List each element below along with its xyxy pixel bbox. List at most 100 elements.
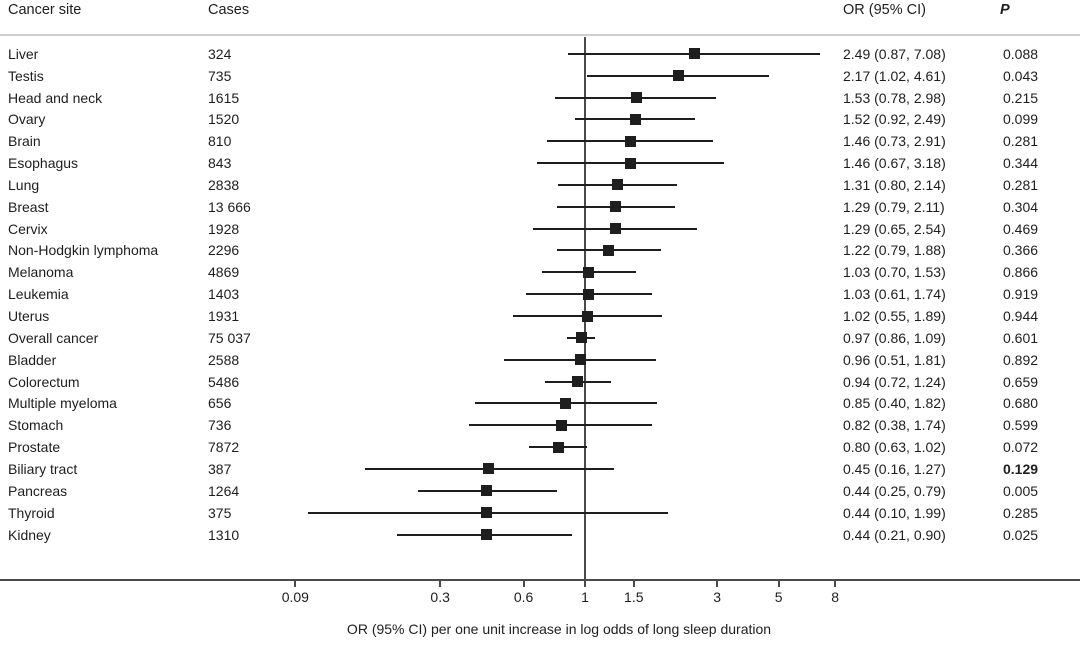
or-point-square <box>480 485 492 497</box>
row-site-label: Esophagus <box>8 155 79 172</box>
row-site-label: Head and neck <box>8 89 103 106</box>
row-or-ci-value: 1.03 (0.70, 1.53) <box>843 264 946 281</box>
row-site-label: Multiple myeloma <box>8 395 117 412</box>
row-p-value: 0.944 <box>1003 308 1039 324</box>
row-or-ci-value: 0.94 (0.72, 1.24) <box>843 373 946 390</box>
row-site-label: Ovary <box>8 111 46 128</box>
or-point-square <box>480 529 492 540</box>
row-p-value: 0.919 <box>1003 286 1039 303</box>
or-point-square <box>625 135 637 147</box>
row-or-ci-value: 0.44 (0.21, 0.90) <box>843 526 946 543</box>
row-p-value: 0.099 <box>1003 111 1039 128</box>
row-or-ci-value: 1.29 (0.65, 2.54) <box>843 220 946 237</box>
row-or-ci-value: 1.29 (0.79, 2.11) <box>843 198 945 215</box>
or-point-square <box>555 419 567 431</box>
row-or-ci-value: 2.49 (0.87, 7.08) <box>843 45 946 62</box>
row-or-ci-value: 0.44 (0.10, 1.99) <box>843 504 946 521</box>
or-point-square <box>630 92 642 103</box>
row-p-value: 0.680 <box>1003 395 1039 412</box>
row-site-label: Colorectum <box>8 373 80 390</box>
or-point-square <box>552 441 564 453</box>
row-or-ci-value: 0.45 (0.16, 1.27) <box>843 460 946 477</box>
row-site-label: Breast <box>8 198 49 215</box>
x-axis-title: OR (95% CI) per one unit increase in log… <box>346 621 772 637</box>
row-site-label: Prostate <box>8 439 61 456</box>
or-point-square <box>689 48 701 60</box>
x-axis-tick-label: 1 <box>581 589 589 605</box>
row-cases-value: 736 <box>208 417 232 434</box>
row-p-value: 0.088 <box>1003 45 1039 62</box>
x-axis-tick <box>439 579 442 587</box>
row-cases-value: 2838 <box>208 176 240 193</box>
row-p-value: 0.599 <box>1003 417 1039 434</box>
row-site-label: Melanoma <box>8 264 74 281</box>
or-point-square <box>610 223 622 235</box>
row-cases-value: 387 <box>208 460 232 477</box>
row-or-ci-value: 1.46 (0.67, 3.18) <box>843 155 946 172</box>
header-divider-line <box>0 34 1080 36</box>
row-p-value: 0.281 <box>1003 133 1039 150</box>
x-axis-tick <box>632 579 635 587</box>
row-or-ci-value: 0.80 (0.63, 1.02) <box>843 439 946 456</box>
row-cases-value: 1928 <box>208 220 240 237</box>
row-or-ci-value: 0.82 (0.38, 1.74) <box>843 417 946 434</box>
row-cases-value: 1310 <box>208 526 240 543</box>
row-cases-value: 1264 <box>208 482 240 499</box>
row-site-label: Overall cancer <box>8 329 99 346</box>
row-or-ci-value: 1.52 (0.92, 2.49) <box>843 111 946 128</box>
or-point-square <box>572 376 584 388</box>
x-axis-tick-label: 5 <box>774 589 783 605</box>
row-cases-value: 810 <box>208 133 232 150</box>
row-or-ci-value: 1.46 (0.73, 2.91) <box>843 133 946 150</box>
x-axis-tick-label: 0.6 <box>513 589 534 605</box>
or-point-square <box>583 288 595 300</box>
row-or-ci-value: 0.85 (0.40, 1.82) <box>843 395 946 412</box>
or-point-square <box>575 332 587 344</box>
row-site-label: Biliary tract <box>8 460 78 477</box>
row-site-label: Kidney <box>8 526 51 543</box>
or-point-square <box>483 463 495 475</box>
or-point-square <box>603 244 615 256</box>
column-header-p: P <box>1000 2 1010 18</box>
or-point-square <box>574 354 586 366</box>
or-point-square <box>672 70 684 82</box>
row-cases-value: 656 <box>208 395 232 412</box>
row-cases-value: 4869 <box>208 264 240 281</box>
x-axis-tick <box>584 579 586 587</box>
row-or-ci-value: 0.97 (0.86, 1.09) <box>843 329 946 346</box>
row-site-label: Leukemia <box>8 286 69 303</box>
or-point-square <box>480 507 492 519</box>
row-or-ci-value: 1.22 (0.79, 1.88) <box>843 242 946 259</box>
row-cases-value: 375 <box>208 504 232 521</box>
column-header-cancer-site: Cancer site <box>8 2 82 18</box>
row-cases-value: 5486 <box>208 373 240 390</box>
row-or-ci-value: 0.44 (0.25, 0.79) <box>843 482 946 499</box>
row-site-label: Non-Hodgkin lymphoma <box>8 242 159 259</box>
or-point-square <box>629 113 641 125</box>
row-p-value: 0.469 <box>1003 220 1039 237</box>
x-axis-tick <box>716 579 719 587</box>
row-site-label: Stomach <box>8 417 64 434</box>
row-p-value: 0.025 <box>1003 526 1039 543</box>
row-p-value: 0.215 <box>1003 89 1039 106</box>
or-point-square <box>611 179 623 191</box>
column-header-cases: Cases <box>208 2 250 18</box>
x-axis-tick-label: 0.3 <box>430 589 450 605</box>
row-p-value: 0.285 <box>1003 504 1039 521</box>
row-cases-value: 1520 <box>208 111 240 128</box>
row-or-ci-value: 1.03 (0.61, 1.74) <box>843 286 946 303</box>
row-cases-value: 2588 <box>208 351 240 368</box>
row-p-value: 0.072 <box>1003 439 1039 456</box>
row-p-value: 0.601 <box>1003 329 1039 346</box>
row-p-value: 0.005 <box>1003 482 1039 499</box>
or-point-square <box>610 201 622 213</box>
row-p-value: 0.659 <box>1003 373 1039 390</box>
x-axis-tick-label: 1.5 <box>624 589 644 605</box>
x-axis-tick-label: 3 <box>713 589 722 605</box>
row-site-label: Liver <box>8 45 39 62</box>
row-or-ci-value: 1.02 (0.55, 1.89) <box>843 308 946 324</box>
row-p-value: 0.129 <box>1003 460 1039 477</box>
row-site-label: Cervix <box>8 220 48 237</box>
row-p-value: 0.043 <box>1003 67 1039 84</box>
